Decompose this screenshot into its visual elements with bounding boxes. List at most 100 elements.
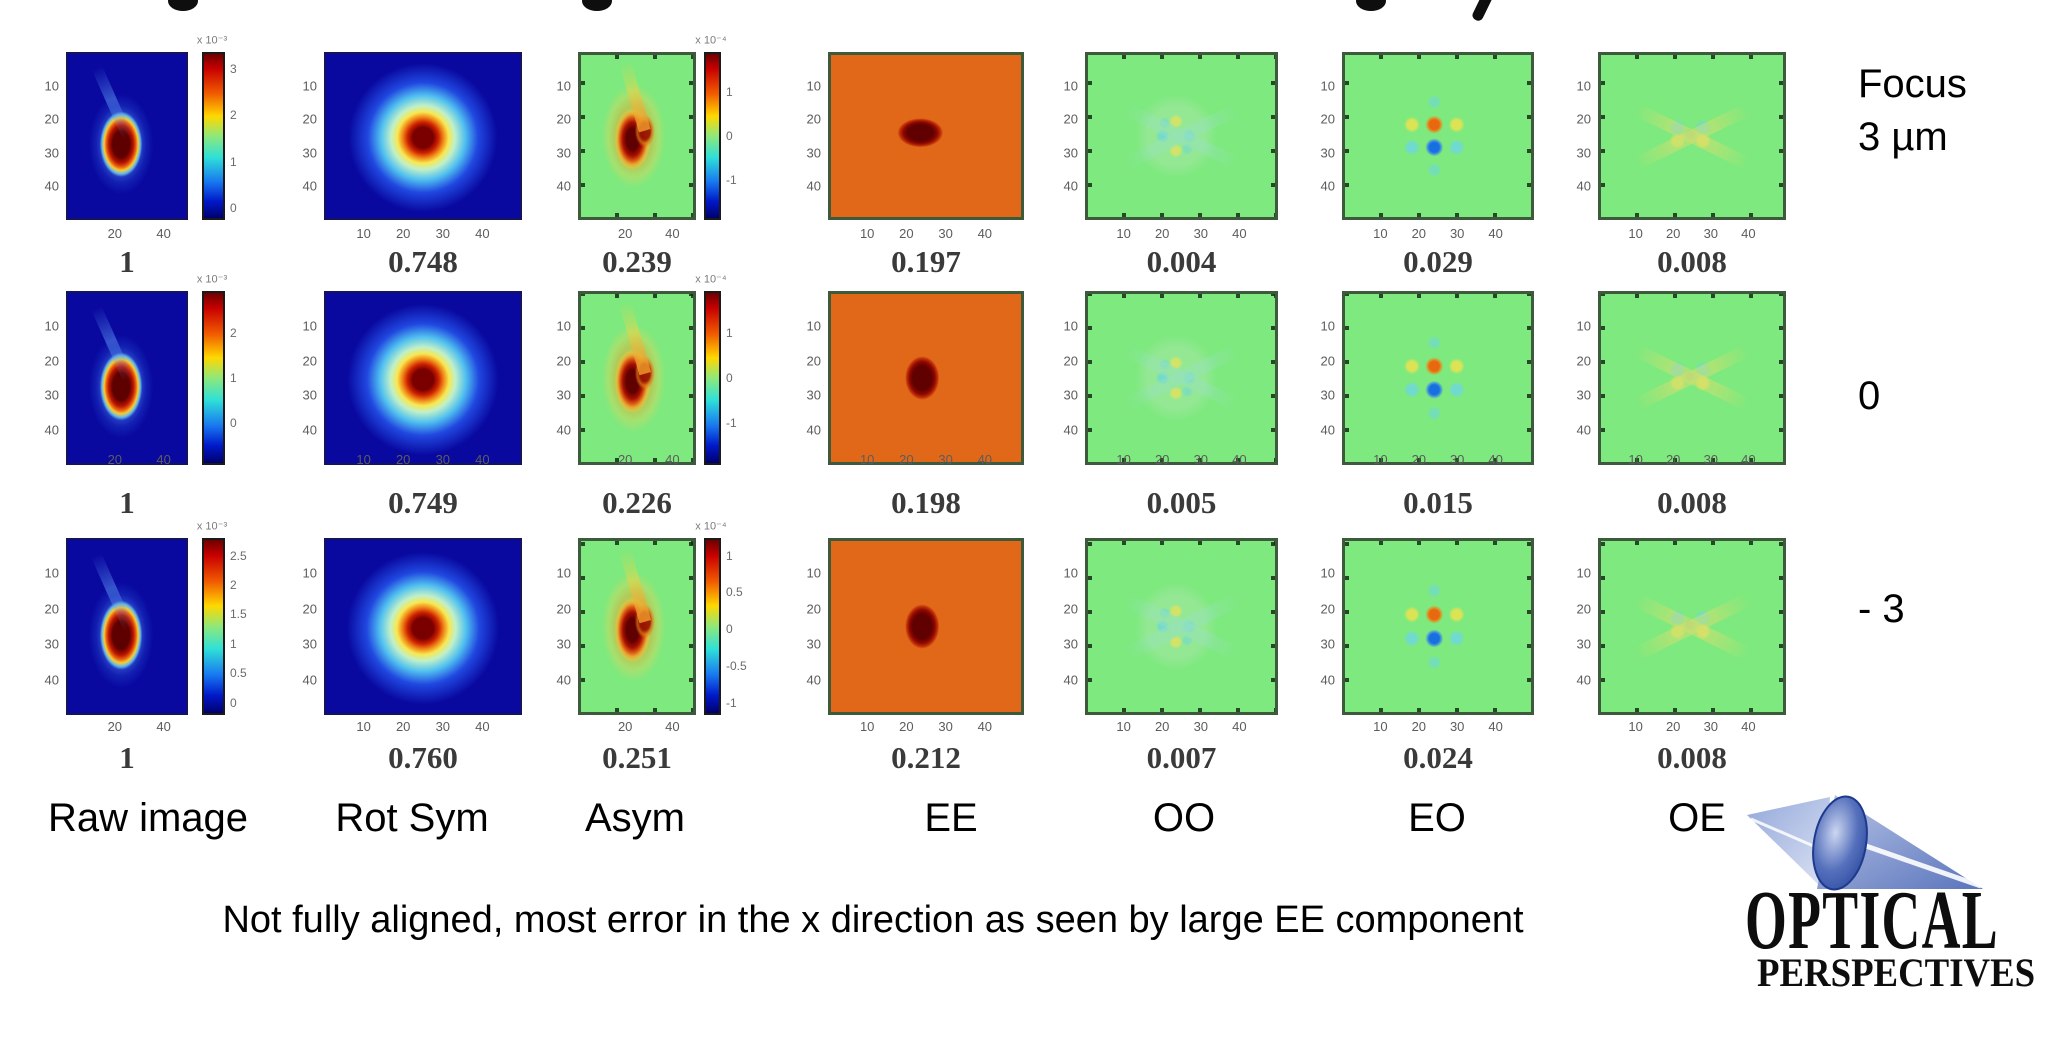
y-tick-label: 30 [1320,387,1335,403]
x-tick-label: 30 [1449,226,1465,241]
x-tick-label: 20 [899,452,914,467]
x-tick-label: 30 [938,452,953,467]
heatmap-raw-image [68,540,186,713]
y-tick-label: 20 [556,111,571,127]
y-tick-label: 10 [44,565,59,581]
colorbar-r1-raw-image [202,52,225,220]
heatmap-asym [581,294,693,462]
x-tick-label: 10 [356,452,371,467]
plot-r1-oe [1598,52,1786,220]
y-tick-label: 30 [302,636,317,652]
heatmap-eo [1345,541,1531,712]
plot-r3-oo [1085,538,1278,715]
x-tick-label: 40 [977,719,993,734]
plot-r3-raw-image [66,538,188,715]
component-fraction-r3-oo: 0.007 [1146,740,1217,775]
logo-text-perspectives: PERSPECTIVES [1757,950,2036,995]
x-tick-label: 20 [107,719,123,734]
x-tick-label: 10 [1373,452,1388,467]
y-tick-label: 40 [44,178,59,194]
y-tick-label: 20 [1320,353,1335,369]
x-tick-label: 30 [435,719,451,734]
row-label-line: 3 µm [1858,115,1948,159]
y-tick-label: 10 [44,318,59,334]
x-tick-label: 40 [1488,719,1503,734]
y-tick-label: 10 [302,78,317,94]
component-fraction-r3-ee: 0.212 [891,740,961,775]
column-label-oo: OO [1152,796,1216,840]
x-tick-label: 20 [107,452,123,467]
plot-r2-ee [828,291,1024,465]
y-tick-label: 10 [302,318,317,334]
heatmap-rot-sym [326,54,520,218]
x-tick-label: 10 [1116,226,1131,241]
colorbar-tick-label: 0 [230,416,237,431]
column-label-asym: Asym [585,796,685,840]
x-tick-label: 40 [1741,452,1756,467]
y-tick-label: 40 [1320,178,1335,194]
heatmap-eo [1345,294,1531,462]
heatmap-oo [1088,294,1275,462]
y-tick-label: 30 [556,636,571,652]
plot-r1-rot-sym [324,52,522,220]
x-tick-label: 20 [899,719,914,734]
x-tick-label: 30 [938,719,953,734]
colorbar-tick-label: 0 [230,695,237,710]
x-tick-label: 40 [1232,226,1247,241]
heatmap-oo [1088,541,1275,712]
y-tick-label: 30 [1063,636,1078,652]
colorbar-exponent-label: x 10⁻³ [196,34,228,47]
plot-r2-oe [1598,291,1786,465]
plot-r2-eo [1342,291,1534,465]
colorbar-tick-label: 0.5 [230,666,247,681]
y-tick-label: 30 [44,387,59,403]
x-tick-label: 40 [1488,226,1503,241]
x-tick-label: 20 [899,226,914,241]
y-tick-label: 40 [1320,672,1335,688]
y-tick-label: 40 [806,178,821,194]
y-tick-label: 20 [806,353,821,369]
row-label-line: - 3 [1858,587,1905,631]
colorbar-tick-label: 1 [230,636,237,651]
heatmap-eo [1345,55,1531,217]
x-tick-label: 40 [665,719,680,734]
optical-perspectives-logo: OPTICAL PERSPECTIVES [1735,793,2045,1038]
y-tick-label: 20 [302,353,317,369]
component-fraction-r1-rot-sym: 0.748 [388,244,458,279]
y-tick-label: 20 [806,601,821,617]
x-tick-label: 10 [1628,452,1643,467]
x-tick-label: 40 [1741,226,1756,241]
y-tick-label: 10 [1320,78,1335,94]
x-tick-label: 10 [859,719,875,734]
y-tick-label: 10 [1576,78,1591,94]
x-tick-label: 40 [156,226,171,241]
x-tick-label: 40 [977,452,993,467]
y-tick-label: 30 [1320,636,1335,652]
x-tick-label: 30 [1193,226,1209,241]
colorbar-r1-asym [704,52,721,220]
y-tick-label: 30 [1063,387,1078,403]
y-tick-label: 40 [1063,672,1078,688]
colorbar-tick-label: 0.5 [726,585,743,600]
y-tick-label: 20 [44,353,59,369]
column-label-oe: OE [1668,796,1726,840]
y-tick-label: 40 [1063,178,1078,194]
x-tick-label: 30 [1703,719,1719,734]
heatmap-rot-sym [326,540,520,713]
x-tick-label: 40 [1488,452,1503,467]
x-tick-label: 40 [475,719,490,734]
y-tick-label: 40 [1576,422,1591,438]
plot-r3-ee [828,538,1024,715]
y-tick-label: 40 [1320,422,1335,438]
logo-text-optical: OPTICAL [1745,874,1999,967]
colorbar-tick-label: 1 [230,154,237,169]
y-tick-label: 10 [806,565,821,581]
component-fraction-r1-oe: 0.008 [1657,244,1727,279]
y-tick-label: 10 [1576,318,1591,334]
y-tick-label: 20 [44,601,59,617]
y-tick-label: 10 [1063,565,1078,581]
colorbar-r2-raw-image [202,291,225,465]
x-tick-label: 20 [1154,226,1170,241]
x-tick-label: 40 [156,452,171,467]
